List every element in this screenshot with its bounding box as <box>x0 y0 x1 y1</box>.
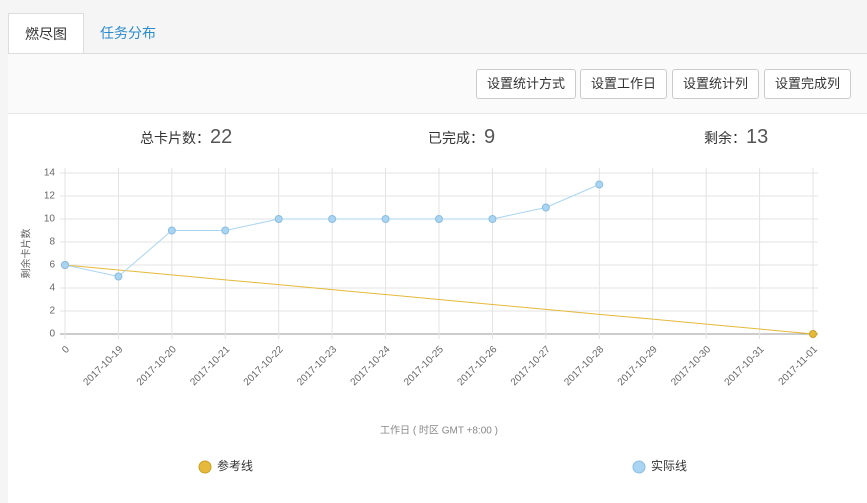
data-point <box>595 180 604 189</box>
panel <box>8 53 867 503</box>
x-tick-label: 2017-10-19 <box>81 344 125 388</box>
x-tick-label: 2017-10-22 <box>242 344 286 388</box>
x-tick-label: 2017-10-27 <box>509 344 553 388</box>
stat: 剩余：13 <box>704 126 768 149</box>
data-point <box>541 203 550 212</box>
data-point <box>61 261 69 269</box>
data-point <box>114 272 123 281</box>
y-tick-label: 6 <box>49 260 55 271</box>
y-tick-label: 14 <box>44 168 56 179</box>
data-point <box>381 215 390 223</box>
data-point <box>221 226 230 235</box>
x-tick-label: 2017-10-23 <box>295 344 339 388</box>
y-tick-label: 4 <box>49 283 55 294</box>
button[interactable]: 设置统计列 <box>672 69 760 99</box>
x-axis-label: 工作日 ( 时区 GMT +8:00 ) <box>380 425 498 437</box>
x-tick-label: 2017-10-21 <box>188 344 232 388</box>
x-tick-label: 2017-10-25 <box>402 344 446 388</box>
x-tick-label: 2017-10-28 <box>562 344 606 388</box>
y-tick-label: 8 <box>49 237 55 248</box>
data-point <box>488 215 497 223</box>
legend-label: 实际线 <box>651 458 687 473</box>
data-point <box>328 215 337 223</box>
y-axis-label: 剩余卡片数 <box>20 229 33 279</box>
legend-label: 参考线 <box>217 458 253 473</box>
button[interactable]: 设置工作日 <box>580 69 668 99</box>
tab[interactable]: 任务分布 <box>100 25 156 41</box>
legend-marker <box>632 460 646 474</box>
x-tick-label: 2017-10-30 <box>669 344 713 388</box>
button[interactable]: 设置完成列 <box>764 69 852 99</box>
data-point <box>809 330 817 338</box>
stat: 已完成：9 <box>428 126 495 149</box>
stat-label: 已完成： <box>428 130 484 146</box>
series-line <box>64 264 814 335</box>
data-point <box>167 226 176 235</box>
x-tick-label: 2017-10-20 <box>135 344 179 388</box>
y-tick-label: 10 <box>44 214 56 225</box>
stat-label: 总卡片数： <box>140 130 210 146</box>
stat: 总卡片数：22 <box>140 126 232 149</box>
data-point <box>274 215 283 223</box>
stat-value: 9 <box>484 126 496 148</box>
y-tick-label: 12 <box>44 191 56 202</box>
x-tick-label: 2017-10-29 <box>616 344 660 388</box>
stat-label: 剩余： <box>704 130 746 146</box>
x-tick-label: 0 <box>60 344 72 356</box>
x-tick-label: 2017-10-31 <box>723 344 767 388</box>
stat-value: 22 <box>210 126 233 148</box>
legend-marker <box>198 460 212 474</box>
stat-value: 13 <box>746 126 769 148</box>
y-tick-label: 2 <box>49 306 55 317</box>
y-tick-label: 0 <box>49 329 55 340</box>
data-point <box>435 215 443 223</box>
x-tick-label: 2017-10-24 <box>349 344 393 388</box>
x-tick-label: 2017-11-01 <box>777 344 821 388</box>
tab[interactable]: 燃尽图 <box>8 13 84 54</box>
x-tick-label: 2017-10-26 <box>455 344 499 388</box>
button[interactable]: 设置统计方式 <box>476 69 577 99</box>
